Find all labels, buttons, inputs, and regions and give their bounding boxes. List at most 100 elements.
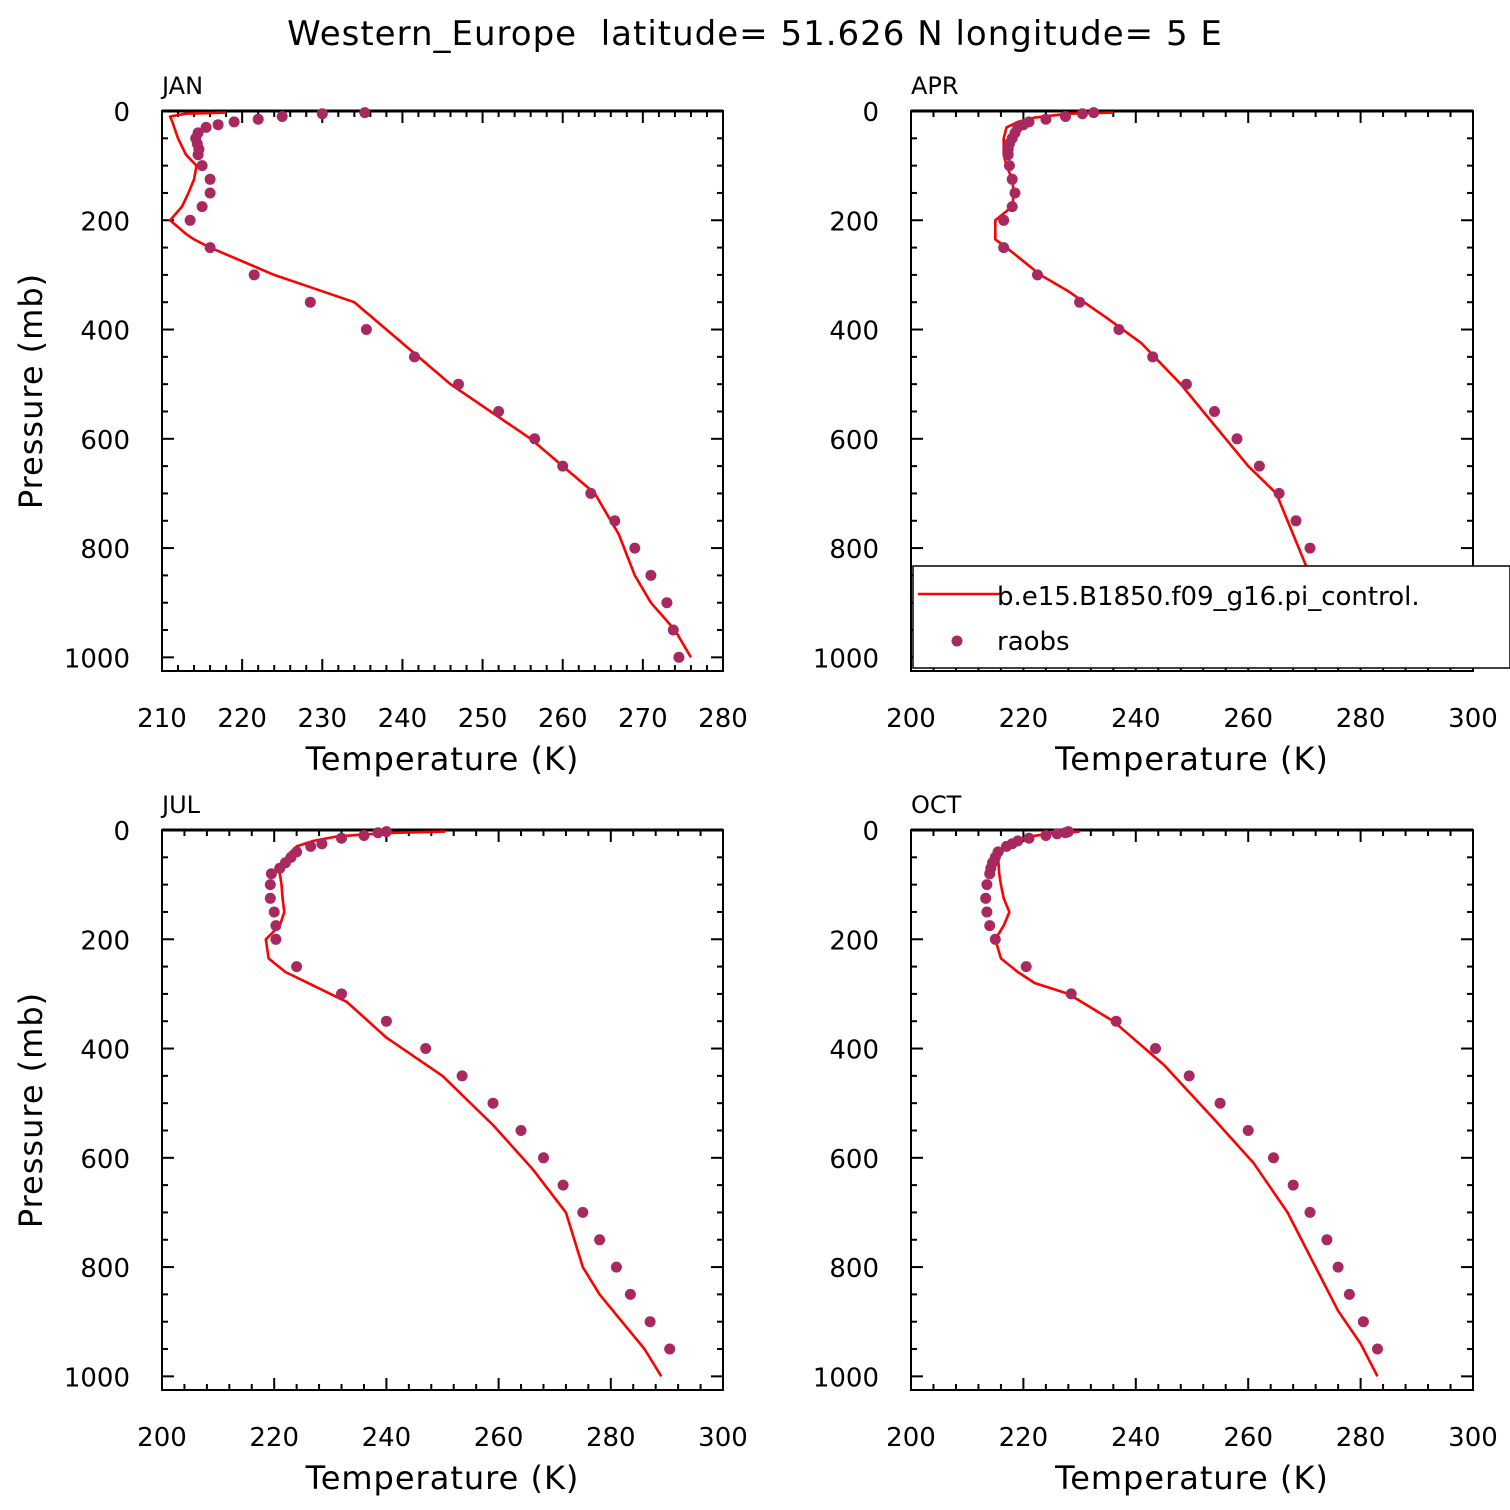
raobs-point [1040,113,1052,125]
raobs-point [1268,1152,1279,1164]
y-tick-label: 200 [829,207,879,237]
raobs-point [204,173,216,185]
y-tick-label: 1000 [64,1363,130,1393]
panel-label-apr: APR [911,72,959,100]
raobs-point [270,920,282,932]
y-axis-label: Pressure (mb) [12,273,50,509]
x-tick-label: 300 [1448,1423,1498,1453]
raobs-point [1290,515,1302,527]
x-tick-label: 200 [886,704,936,734]
raobs-point [264,892,276,904]
raobs-point [1009,187,1021,199]
legend-box [912,565,1510,669]
raobs-point [980,892,992,904]
y-tick-label: 400 [829,1036,879,1066]
raobs-point [1147,351,1159,363]
raobs-point [1231,433,1243,445]
raobs-point [1002,149,1014,161]
x-tick-label: 230 [297,704,347,734]
raobs-point [1304,1206,1316,1218]
raobs-point [998,242,1010,254]
raobs-point [1180,378,1192,390]
x-tick-label: 260 [1223,1423,1273,1453]
raobs-point [453,378,464,390]
x-axis-label: Temperature (K) [1054,740,1329,778]
raobs-point [673,651,685,663]
raobs-point [1372,1343,1383,1355]
raobs-point [359,107,371,119]
raobs-point [358,830,370,841]
x-axis-label: Temperature (K) [1054,1459,1329,1497]
raobs-point [1242,1125,1254,1136]
raobs-point [487,1097,499,1109]
raobs-point [1183,1070,1195,1082]
raobs-point [212,119,224,131]
x-tick-label: 280 [1336,1423,1386,1453]
raobs-point [420,1043,432,1054]
y-tick-label: 0 [113,817,130,847]
raobs-point [1074,296,1086,308]
raobs-point [1343,1288,1355,1300]
raobs-point [609,515,621,527]
x-tick-label: 260 [1223,704,1273,734]
raobs-point [1321,1234,1333,1246]
raobs-point [594,1234,606,1246]
raobs-point [1332,1261,1344,1273]
raobs-point [336,988,347,1000]
raobs-point [380,826,392,838]
raobs-point [248,269,260,281]
raobs-point [1253,460,1265,472]
raobs-point [1088,107,1100,119]
raobs-point [629,542,641,554]
y-axis-label: Pressure (mb) [12,992,50,1228]
x-tick-label: 300 [698,1423,748,1453]
raobs-point [274,862,286,874]
raobs-point [265,868,277,880]
raobs-point [1003,160,1015,172]
figure-title: Western_Europe latitude= 51.626 N longit… [287,14,1223,54]
x-tick-label: 200 [886,1423,936,1453]
panel-label-jul: JUL [160,791,201,819]
raobs-point [1110,1015,1122,1027]
y-tick-label: 0 [113,98,130,128]
raobs-point [557,1179,569,1191]
panels: 210 220 230 240 250 260 270 280 0 200 400 600 800 100… [12,72,1498,1497]
y-tick-label: 800 [829,535,879,565]
raobs-point [264,879,276,891]
x-tick-label: 300 [1448,704,1498,734]
y-tick-label: 200 [80,207,130,237]
raobs-point [1209,406,1220,417]
raobs-point [1020,961,1032,973]
raobs-point [336,832,347,844]
raobs-point [577,1206,589,1218]
x-tick-label: 280 [698,704,748,734]
raobs-point [456,1070,468,1082]
raobs-point [1032,269,1043,281]
y-tick-label: 600 [829,426,879,456]
raobs-point [645,569,657,581]
raobs-point [252,113,264,125]
raobs-point [984,868,996,880]
legend-obs-point-icon [951,635,963,647]
raobs-point [493,406,505,417]
panel-jan: 210 220 230 240 250 260 270 280 0 200 400 600 800 100… [12,72,748,778]
raobs-point [1076,108,1088,120]
raobs-point [1023,832,1035,844]
y-tick-label: 1000 [64,644,130,674]
raobs-point [661,597,673,609]
raobs-point [316,838,328,850]
x-tick-label: 260 [474,1423,524,1453]
raobs-point [270,933,282,945]
raobs-point [644,1316,656,1328]
raobs-point [1304,542,1316,554]
y-tick-label: 800 [80,535,130,565]
y-tick-label: 400 [80,1036,130,1066]
raobs-point [305,840,317,852]
raobs-point [1357,1316,1369,1328]
raobs-point [1150,1043,1161,1054]
x-tick-label: 200 [137,1423,187,1453]
raobs-point [1287,1179,1299,1191]
raobs-point [276,111,288,122]
model-profile-line [264,830,663,1377]
